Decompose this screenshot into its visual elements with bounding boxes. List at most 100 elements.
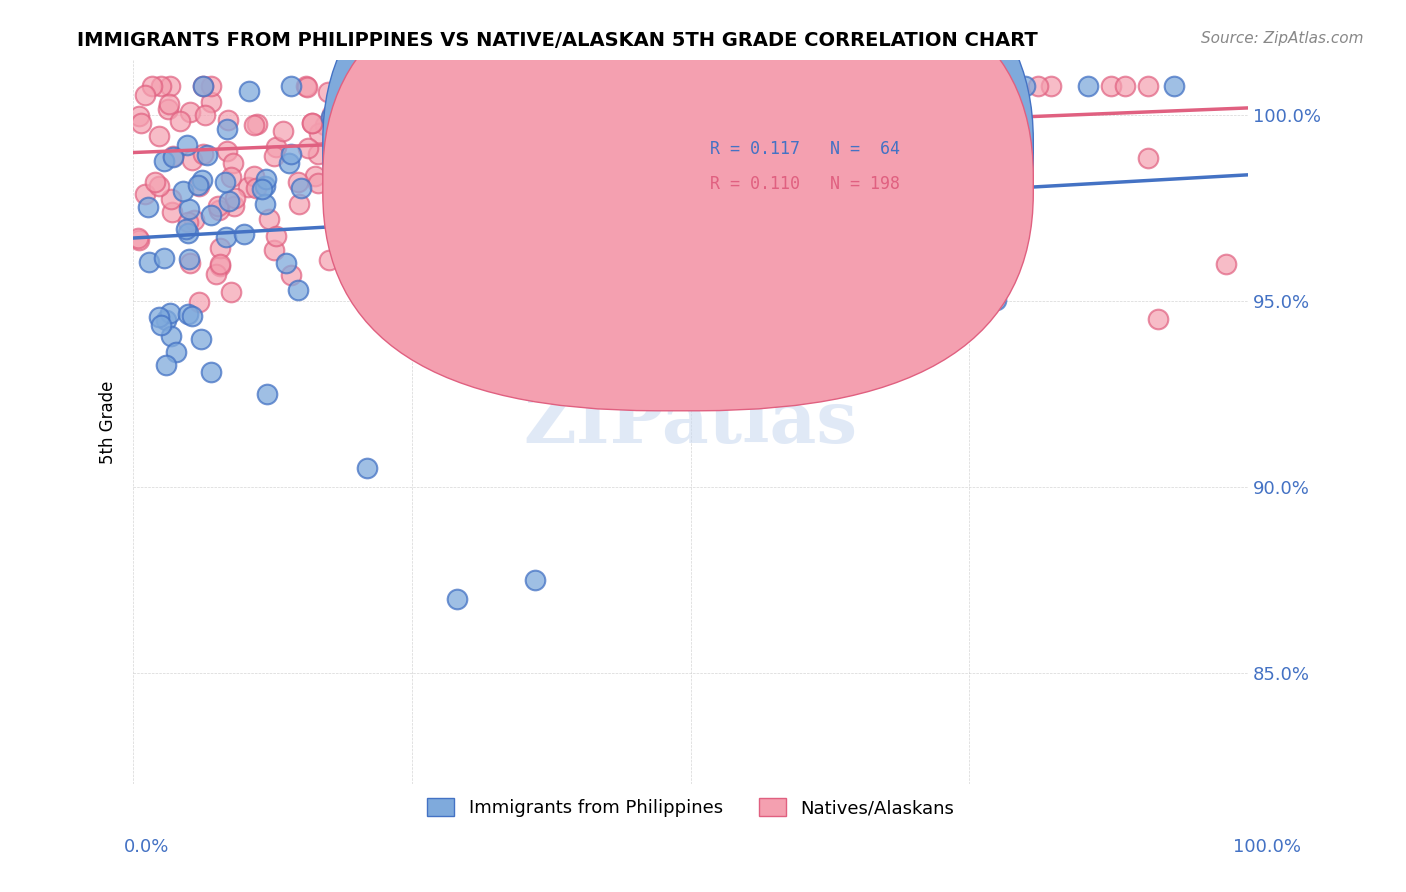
- Point: [340, 78, 363, 93]
- Point: [304, 169, 326, 183]
- Point: [197, 148, 219, 162]
- Point: [479, 247, 502, 261]
- Point: [200, 365, 222, 379]
- Point: [772, 135, 794, 149]
- Point: [356, 461, 378, 475]
- Point: [529, 260, 551, 274]
- Point: [191, 147, 214, 161]
- Point: [245, 180, 267, 194]
- Point: [307, 176, 329, 190]
- Point: [759, 103, 782, 117]
- Point: [224, 191, 246, 205]
- Point: [810, 78, 832, 93]
- Point: [148, 310, 170, 324]
- Point: [1147, 311, 1170, 326]
- Point: [412, 85, 434, 99]
- Point: [659, 78, 682, 93]
- Point: [333, 202, 356, 217]
- Point: [624, 78, 647, 93]
- Point: [172, 184, 194, 198]
- Point: [467, 78, 489, 93]
- Point: [522, 114, 544, 128]
- Point: [148, 179, 170, 194]
- Point: [434, 165, 457, 179]
- Point: [1137, 78, 1160, 93]
- Point: [1114, 78, 1136, 93]
- Point: [218, 194, 240, 209]
- Point: [200, 208, 222, 222]
- Point: [200, 95, 222, 110]
- Point: [160, 192, 183, 206]
- Point: [437, 111, 460, 125]
- Point: [357, 111, 380, 125]
- Point: [534, 174, 557, 188]
- Point: [177, 252, 200, 266]
- Point: [138, 255, 160, 269]
- Legend: Immigrants from Philippines, Natives/Alaskans: Immigrants from Philippines, Natives/Ala…: [418, 789, 963, 826]
- Point: [1099, 78, 1122, 93]
- Point: [1077, 78, 1099, 93]
- Point: [505, 253, 527, 268]
- Point: [263, 149, 285, 163]
- Point: [194, 108, 217, 122]
- Point: [187, 178, 209, 193]
- Text: ZIPatlas: ZIPatlas: [523, 386, 858, 458]
- Point: [136, 200, 159, 214]
- Point: [567, 100, 589, 114]
- Point: [517, 187, 540, 202]
- Point: [150, 318, 173, 333]
- Point: [181, 153, 204, 167]
- Point: [420, 78, 443, 93]
- Point: [931, 213, 953, 227]
- Point: [543, 78, 565, 93]
- Point: [697, 131, 720, 145]
- Point: [478, 106, 501, 120]
- Point: [540, 141, 562, 155]
- Point: [214, 175, 236, 189]
- Point: [437, 102, 460, 116]
- Point: [219, 169, 242, 184]
- Point: [253, 178, 276, 193]
- Point: [643, 143, 665, 157]
- Point: [960, 207, 983, 221]
- Point: [274, 256, 297, 270]
- Point: [385, 123, 408, 137]
- Point: [128, 109, 150, 123]
- Point: [965, 108, 987, 122]
- Point: [208, 241, 231, 255]
- Point: [359, 117, 381, 131]
- Point: [801, 116, 824, 130]
- Point: [256, 387, 278, 401]
- Point: [159, 306, 181, 320]
- Point: [478, 81, 501, 95]
- Point: [697, 78, 720, 93]
- Point: [321, 107, 343, 121]
- Point: [984, 293, 1007, 308]
- Point: [217, 112, 239, 127]
- Point: [159, 329, 181, 343]
- Point: [620, 90, 643, 104]
- Point: [585, 198, 607, 212]
- Point: [177, 307, 200, 321]
- Point: [307, 147, 329, 161]
- Point: [295, 79, 318, 94]
- Point: [970, 152, 993, 166]
- Point: [278, 155, 301, 169]
- Point: [134, 88, 156, 103]
- Point: [792, 112, 814, 126]
- Point: [308, 126, 330, 140]
- Point: [314, 118, 336, 132]
- Text: 0.0%: 0.0%: [124, 838, 169, 855]
- Point: [318, 86, 340, 100]
- Point: [179, 104, 201, 119]
- Point: [419, 103, 441, 117]
- Point: [368, 261, 391, 276]
- Point: [208, 256, 231, 270]
- Point: [575, 173, 598, 187]
- Point: [880, 171, 903, 186]
- Point: [519, 211, 541, 226]
- Point: [190, 332, 212, 346]
- FancyBboxPatch shape: [636, 103, 969, 204]
- Point: [127, 231, 149, 245]
- Point: [434, 131, 457, 145]
